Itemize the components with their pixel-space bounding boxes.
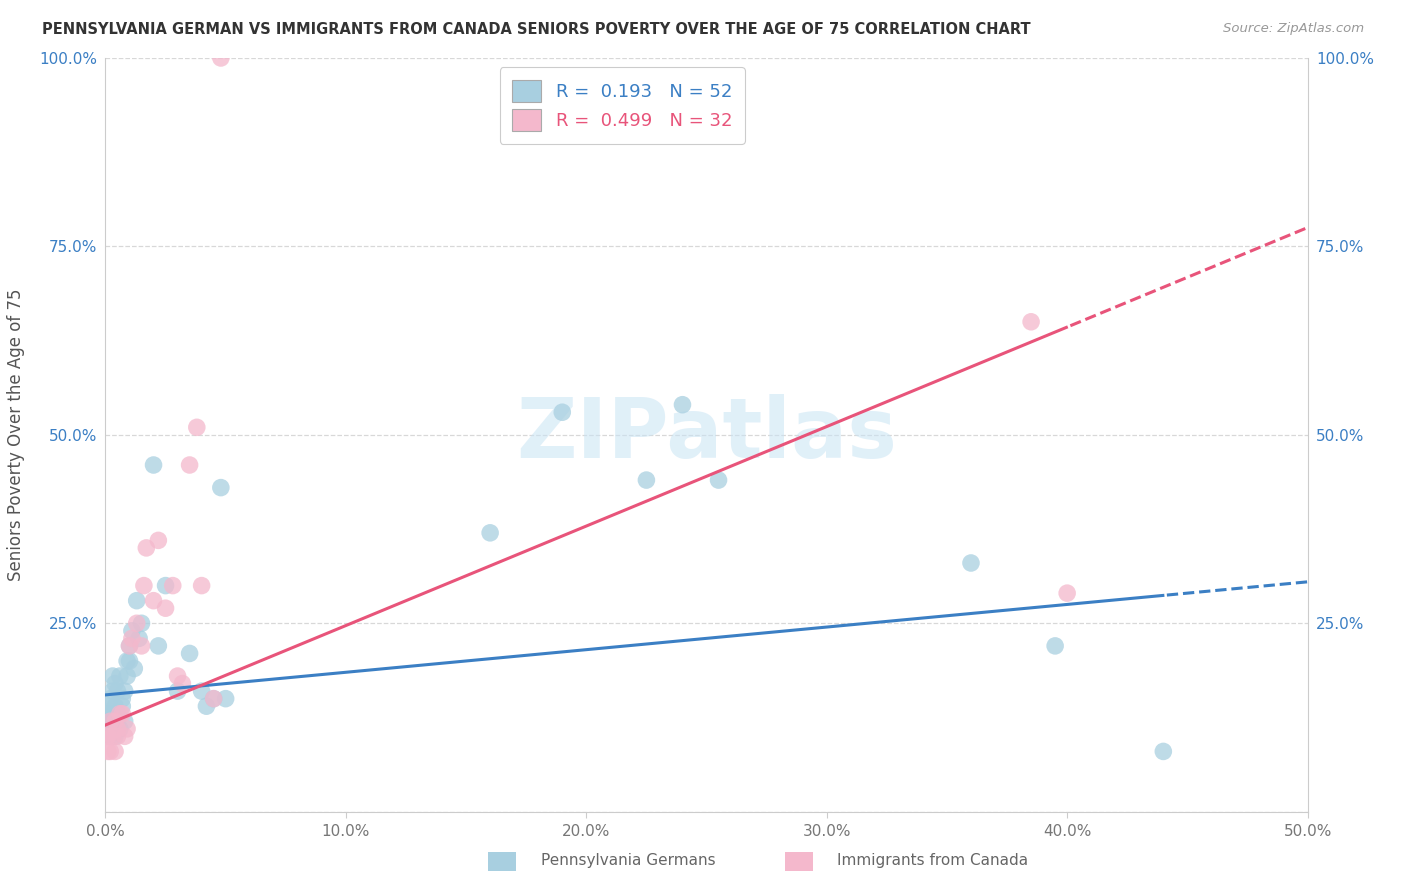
Point [960,556,983,570]
Point [108,706,131,721]
Point [121,632,143,646]
Point [98,744,121,758]
Point [104,730,127,744]
Point [132,579,155,593]
Point [121,624,143,638]
Point [96,730,118,744]
Text: Pennsylvania Germans: Pennsylvania Germans [541,854,716,868]
Point [98,722,121,736]
Legend: R =  0.193   N = 52, R =  0.499   N = 32: R = 0.193 N = 52, R = 0.499 N = 32 [499,67,745,144]
Point [118,639,141,653]
Point [190,579,212,593]
Point [97,744,120,758]
Point [190,684,212,698]
Point [125,593,148,607]
Point [155,579,177,593]
Point [214,691,236,706]
Point [107,722,129,736]
Point [1043,639,1066,653]
Point [114,714,136,729]
Point [551,405,574,419]
Point [166,684,188,698]
Point [111,691,134,706]
Point [108,669,131,683]
Point [1019,315,1042,329]
Point [101,730,124,744]
Point [202,691,225,706]
Point [131,639,153,653]
Point [96,714,118,729]
Point [155,601,177,615]
Text: Immigrants from Canada: Immigrants from Canada [837,854,1028,868]
Point [195,699,218,714]
Point [98,730,121,744]
Point [128,632,150,646]
Point [162,579,184,593]
Point [172,676,194,690]
Point [1056,586,1078,600]
Point [115,722,138,736]
Point [114,730,136,744]
Point [97,730,120,744]
Point [115,669,138,683]
Point [107,714,129,729]
Point [98,691,121,706]
Point [101,669,124,683]
Point [98,706,121,721]
Point [148,639,170,653]
Text: Source: ZipAtlas.com: Source: ZipAtlas.com [1223,22,1364,36]
Point [98,714,121,729]
Text: ZIPatlas: ZIPatlas [516,394,897,475]
Point [125,616,148,631]
Text: PENNSYLVANIA GERMAN VS IMMIGRANTS FROM CANADA SENIORS POVERTY OVER THE AGE OF 75: PENNSYLVANIA GERMAN VS IMMIGRANTS FROM C… [42,22,1031,37]
Point [209,481,232,495]
Y-axis label: Seniors Poverty Over the Age of 75: Seniors Poverty Over the Age of 75 [7,289,25,581]
Point [135,541,157,555]
Point [107,730,129,744]
Point [118,654,141,668]
Point [104,714,127,729]
Point [101,706,124,721]
Point [104,676,127,690]
Point [97,730,120,744]
Point [142,593,165,607]
Point [636,473,658,487]
Point [179,458,201,472]
Point [107,706,129,721]
Point [104,699,127,714]
Point [111,706,134,721]
Point [114,684,136,698]
Point [98,714,121,729]
Point [186,420,208,434]
Point [118,639,141,653]
Point [124,661,146,675]
Point [107,684,129,698]
Point [97,699,120,714]
Point [179,647,201,661]
Point [148,533,170,548]
Point [131,616,153,631]
Point [671,398,693,412]
Point [104,744,127,758]
Point [202,691,225,706]
Point [108,722,131,736]
Point [101,684,124,698]
Point [209,51,232,65]
Point [166,669,188,683]
Point [101,714,124,729]
Point [479,525,502,540]
Point [111,699,134,714]
Point [1152,744,1174,758]
Point [97,730,120,744]
Point [115,654,138,668]
Point [142,458,165,472]
Point [707,473,730,487]
